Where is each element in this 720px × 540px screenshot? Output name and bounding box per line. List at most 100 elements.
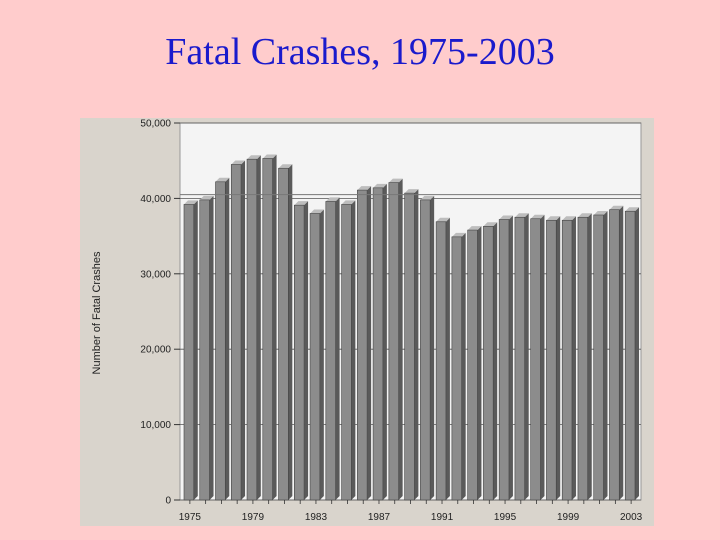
bar-side-1984	[335, 197, 340, 500]
bar-1983	[309, 209, 324, 501]
bar-top-1986	[357, 186, 372, 191]
chart-frame: 0 10,000 20,000 30,000 40,000 50,000 1975 1979…	[80, 118, 654, 526]
bar-face-1984	[325, 201, 336, 501]
bar-1980	[262, 154, 277, 501]
x-tick-label-1979: 1979	[242, 512, 265, 523]
bar-side-1992	[461, 232, 466, 500]
bar-side-1981	[288, 164, 293, 501]
bar-top-1987	[373, 183, 387, 188]
bar-1978	[230, 160, 246, 501]
bar-face-2000	[577, 216, 589, 501]
bar-face-1978	[230, 164, 242, 501]
bar-top-1978	[231, 160, 246, 165]
bar-top-2000	[577, 213, 592, 218]
y-tick-label-30000: 30,000	[140, 269, 171, 280]
x-tick-label-1995: 1995	[494, 512, 517, 523]
x-tick-label-2003: 2003	[620, 512, 643, 523]
bar-side-1975	[193, 200, 198, 500]
bar-face-1977	[215, 181, 226, 501]
bar-face-1985	[341, 204, 352, 501]
bar-1996	[514, 213, 529, 501]
bar-top-1996	[514, 213, 529, 218]
bar-side-1982	[304, 201, 309, 500]
bar-face-1983	[309, 213, 321, 501]
bar-1979	[246, 155, 261, 501]
bar-face-1988	[388, 182, 399, 501]
bar-face-1996	[514, 216, 525, 501]
bar-face-1975	[183, 204, 195, 501]
bar-2003	[624, 207, 640, 501]
bar-side-1985	[351, 200, 356, 500]
bar-2001	[593, 210, 608, 501]
fatal-crashes-bar-chart: 0 10,000 20,000 30,000 40,000 50,000 1975 1979…	[91, 119, 643, 524]
x-axis-ticks: 1975 1979 1983 1987 1991 1995 1999 2003	[179, 500, 643, 523]
bar-1987	[372, 183, 387, 501]
bar-top-1984	[325, 197, 340, 202]
bar-1981	[278, 164, 293, 501]
y-tick-label-20000: 20,000	[140, 345, 171, 356]
x-tick-label-1975: 1975	[179, 512, 202, 523]
x-tick-label-1983: 1983	[305, 512, 328, 523]
bar-1988	[388, 178, 403, 501]
bar-side-1977	[225, 177, 230, 500]
bar-1977	[215, 177, 230, 501]
bar-top-1991	[436, 217, 450, 222]
bar-1997	[530, 214, 545, 501]
bar-top-1999	[562, 216, 576, 221]
bar-side-1991	[445, 217, 450, 501]
bar-face-1998	[546, 219, 557, 501]
x-tick-label-1999: 1999	[557, 512, 580, 523]
bar-side-1986	[367, 186, 372, 500]
bar-top-1995	[499, 215, 513, 220]
bar-top-1975	[183, 200, 198, 205]
bar-side-1987	[382, 183, 387, 500]
bar-1991	[435, 217, 450, 501]
x-tick-label-1987: 1987	[368, 512, 391, 523]
bar-1998	[546, 216, 561, 501]
bar-top-1977	[215, 177, 230, 182]
bar-top-1990	[420, 195, 435, 200]
bar-face-1982	[294, 204, 305, 501]
bar-side-1996	[524, 213, 529, 500]
bar-face-2003	[624, 210, 636, 501]
bar-face-1992	[451, 236, 462, 501]
bar-1994	[483, 222, 498, 501]
bar-face-1989	[404, 192, 415, 501]
bar-top-1994	[483, 222, 498, 227]
bar-side-2000	[587, 213, 592, 500]
bar-1992	[451, 232, 466, 501]
bar-side-1990	[430, 195, 435, 500]
bar-face-2002	[609, 209, 620, 501]
bar-top-1993	[467, 226, 482, 231]
bar-1999	[561, 216, 576, 501]
bar-side-2003	[635, 207, 640, 500]
bar-side-1993	[477, 226, 482, 500]
y-axis-title: Number of Fatal Crashes	[91, 251, 103, 374]
bar-1986	[357, 186, 372, 501]
bar-side-1979	[256, 155, 261, 500]
bar-top-1989	[404, 189, 419, 194]
bar-side-1988	[398, 178, 403, 500]
slide-title: Fatal Crashes, 1975-2003	[165, 31, 555, 73]
bar-face-2001	[593, 214, 604, 501]
bar-1993	[467, 226, 482, 501]
bar-side-1994	[493, 222, 498, 500]
bar-face-1981	[278, 167, 289, 501]
bar-top-2003	[625, 207, 640, 212]
bar-top-1988	[388, 178, 403, 183]
bar-face-1995	[498, 219, 510, 501]
bar-face-1979	[246, 158, 258, 501]
y-axis-ticks: 0 10,000 20,000 30,000 40,000 50,000	[140, 119, 180, 507]
bar-top-1985	[341, 200, 356, 205]
bar-face-1991	[435, 221, 447, 501]
bar-face-1986	[357, 189, 368, 501]
bar-face-1976	[199, 199, 210, 501]
bar-2002	[609, 205, 624, 501]
bar-face-1994	[483, 225, 494, 501]
bar-side-2002	[619, 205, 624, 500]
bar-side-1989	[414, 189, 419, 500]
bar-side-1995	[508, 215, 513, 500]
bar-top-1976	[199, 195, 214, 200]
y-tick-label-40000: 40,000	[140, 194, 171, 205]
bar-top-1992	[451, 232, 466, 237]
